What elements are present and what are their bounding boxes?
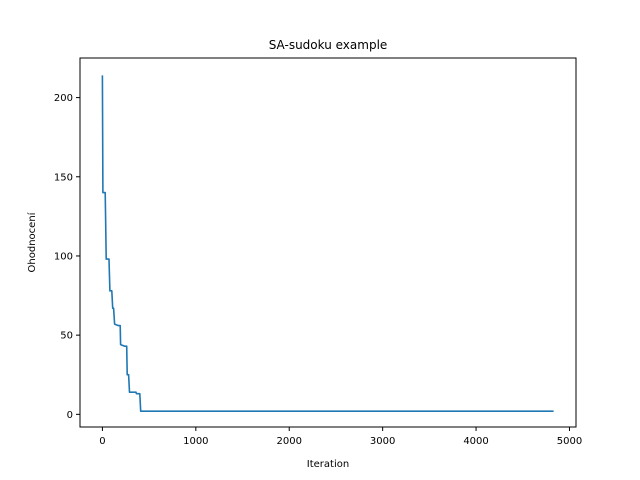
- series-line-0: [101, 75, 554, 412]
- x-tick-label-5: 5000: [557, 436, 582, 447]
- x-axis-label: Iteration: [307, 459, 349, 470]
- x-tick-label-3: 3000: [370, 436, 395, 447]
- y-tick-label-4: 200: [54, 93, 73, 104]
- y-tick-label-0: 0: [67, 410, 73, 421]
- plot-area: [101, 75, 554, 412]
- plot-frame: [79, 57, 577, 428]
- x-tick-label-2: 2000: [277, 436, 302, 447]
- y-tick-label-2: 100: [54, 251, 73, 262]
- y-axis-label: Ohodnocení: [26, 211, 38, 272]
- x-tick-label-0: 0: [99, 436, 105, 447]
- y-tick-label-1: 50: [60, 331, 73, 342]
- x-tick-label-1: 1000: [183, 436, 208, 447]
- x-tick-label-4: 4000: [463, 436, 488, 447]
- y-tick-label-3: 150: [54, 172, 73, 183]
- chart-title: SA-sudoku example: [269, 38, 388, 52]
